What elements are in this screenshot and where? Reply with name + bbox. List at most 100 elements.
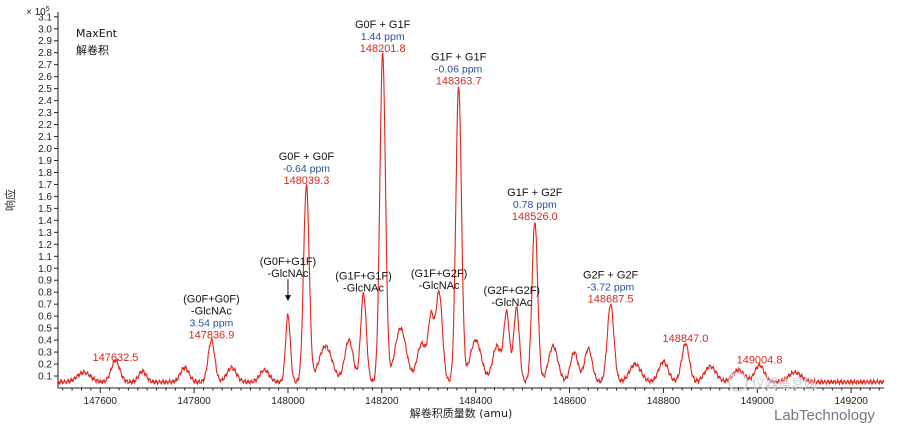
- y-tick-label: 2.7: [38, 60, 52, 71]
- peak-annotation: (G0F+G1F)-GlcNAc: [260, 256, 317, 302]
- y-tick-label: 0.7: [38, 300, 52, 311]
- annotation-text: -0.06 ppm: [435, 63, 483, 75]
- watermark-site: 仪器信息网: [752, 376, 817, 392]
- watermark-logo-icon: [728, 372, 748, 392]
- annotation-text: (G1F+G1F): [335, 271, 392, 283]
- annotation-text: 148847.0: [663, 333, 709, 345]
- x-axis-title: 解卷积质量数 (amu): [410, 406, 513, 420]
- peak-annotation: 149004.8: [737, 354, 783, 366]
- info-box: MaxEnt 解卷积: [76, 27, 118, 57]
- spectrum-line: [57, 52, 885, 387]
- y-tick-label: 1.7: [38, 180, 52, 191]
- annotation-text: -GlcNAc: [267, 268, 308, 280]
- y-tick-label: 1.6: [38, 192, 52, 203]
- annotation-text: 149004.8: [737, 354, 783, 366]
- y-ticks: 0.10.20.30.40.50.60.70.80.91.01.11.21.31…: [38, 12, 58, 383]
- y-tick-label: 1.8: [38, 168, 52, 179]
- x-tick-label: 147800: [177, 396, 211, 407]
- x-tick-label: 148200: [365, 396, 399, 407]
- y-tick-label: 0.1: [38, 372, 52, 383]
- y-tick-label: 2.5: [38, 84, 52, 95]
- annotation-text: 148363.7: [436, 75, 482, 87]
- annotation-text: 148526.0: [512, 211, 558, 223]
- y-tick-label: 1.5: [38, 204, 52, 215]
- annotation-text: 147632.5: [93, 352, 139, 364]
- y-multiplier: × 105: [26, 6, 50, 18]
- annotation-text: G1F + G1F: [431, 51, 487, 63]
- y-tick-label: 2.3: [38, 108, 52, 119]
- x-tick-label: 148600: [553, 396, 587, 407]
- axes: [57, 12, 884, 389]
- annotation-text: 147836.9: [188, 329, 234, 341]
- annotation-text: G1F + G2F: [507, 187, 563, 199]
- annotation-text: (G0F+G1F): [260, 256, 317, 268]
- down-arrow-icon: [284, 295, 291, 302]
- x-tick-label: 148800: [647, 396, 681, 407]
- annotation-text: (G1F+G2F): [411, 268, 468, 280]
- y-tick-label: 3.0: [38, 24, 52, 35]
- y-tick-label: 0.2: [38, 360, 52, 371]
- x-tick-label: 149200: [834, 396, 868, 407]
- y-tick-label: 1.0: [38, 264, 52, 275]
- y-tick-label: 2.9: [38, 36, 52, 47]
- y-tick-label: 0.9: [38, 276, 52, 287]
- y-tick-label: 1.2: [38, 240, 52, 251]
- annotation-text: G2F + G2F: [583, 269, 639, 281]
- y-tick-label: 1.9: [38, 156, 52, 167]
- annotation-text: (G0F+G0F): [183, 293, 240, 305]
- x-tick-label: 147600: [84, 396, 118, 407]
- annotation-text: -GlcNAc: [491, 297, 532, 309]
- y-tick-label: 1.1: [38, 252, 52, 263]
- y-tick-label: 3.1: [38, 12, 52, 23]
- annotation-text: -GlcNAc: [419, 280, 460, 292]
- annotation-text: -0.64 ppm: [283, 163, 331, 175]
- peak-annotation: 147632.5: [93, 352, 139, 364]
- peak-annotation: (G2F+G2F)-GlcNAc: [484, 285, 541, 309]
- annotation-text: -GlcNAc: [343, 283, 384, 295]
- annotation-text: G0F + G0F: [279, 151, 335, 163]
- watermark-brand: LabTechnology: [774, 407, 875, 424]
- y-tick-label: 2.6: [38, 72, 52, 83]
- annotation-text: 148687.5: [588, 293, 634, 305]
- annotation-text: 0.78 ppm: [513, 199, 557, 211]
- annotation-text: -GlcNAc: [191, 305, 232, 317]
- peak-annotation: (G1F+G1F)-GlcNAc: [335, 271, 392, 295]
- x-tick-label: 148400: [459, 396, 493, 407]
- y-tick-label: 0.8: [38, 288, 52, 299]
- y-tick-label: 1.3: [38, 228, 52, 239]
- peak-annotation: (G1F+G2F)-GlcNAc: [411, 268, 468, 292]
- y-tick-label: 1.4: [38, 216, 52, 227]
- y-tick-label: 2.8: [38, 48, 52, 59]
- y-tick-label: 0.5: [38, 324, 52, 335]
- info-mode: 解卷积: [76, 43, 109, 57]
- y-tick-label: 2.1: [38, 132, 52, 143]
- annotation-text: 148039.3: [283, 175, 329, 187]
- y-tick-label: 0.4: [38, 336, 52, 347]
- x-tick-label: 149000: [741, 396, 775, 407]
- annotation-text: (G2F+G2F): [484, 285, 541, 297]
- y-tick-label: 2.0: [38, 144, 52, 155]
- y-tick-label: 2.4: [38, 96, 52, 107]
- info-algorithm: MaxEnt: [76, 27, 118, 40]
- annotation-text: G0F + G1F: [355, 19, 411, 31]
- watermark: 仪器信息网 LabTechnology: [728, 372, 875, 424]
- annotation-text: 3.54 ppm: [190, 317, 234, 329]
- peak-annotation: 148847.0: [663, 333, 709, 345]
- annotation-text: 1.44 ppm: [361, 31, 405, 43]
- annotation-text: 148201.8: [360, 43, 406, 55]
- y-tick-label: 0.6: [38, 312, 52, 323]
- y-tick-label: 2.2: [38, 120, 52, 131]
- y-tick-label: 0.3: [38, 348, 52, 359]
- y-axis-title: 响应: [3, 189, 17, 211]
- x-ticks: 147600 147800 148000 148200 148400 148600 1488…: [62, 388, 880, 407]
- x-tick-label: 148000: [271, 396, 305, 407]
- annotation-text: -3.72 ppm: [587, 281, 635, 293]
